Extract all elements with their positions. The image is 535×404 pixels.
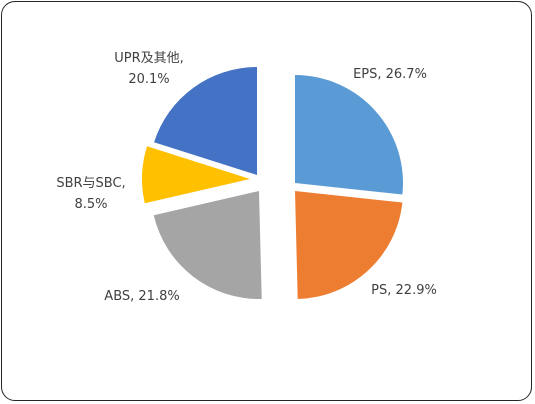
slice-label-3: ABS, 21.8% bbox=[104, 289, 179, 304]
pie-slice-3 bbox=[153, 191, 262, 300]
pie-slice-1 bbox=[295, 75, 403, 195]
pie-labels: EPS, 26.7% PS, 22.9% ABS, 21.8% SBR与SBC, 8.5… bbox=[56, 51, 437, 304]
pie-slice-2 bbox=[295, 191, 403, 299]
slice-label-2: PS, 22.9% bbox=[371, 283, 437, 298]
pie-slice-5 bbox=[154, 67, 257, 175]
slice-label-4: SBR与SBC, 8.5% bbox=[56, 176, 125, 212]
slice-label-1: EPS, 26.7% bbox=[353, 67, 427, 82]
pie-slices bbox=[141, 67, 403, 300]
pie-slice-4 bbox=[141, 146, 250, 204]
slice-label-5: UPR及其他, 20.1% bbox=[114, 51, 184, 87]
pie-chart: EPS, 26.7% PS, 22.9% ABS, 21.8% SBR与SBC, 8.5… bbox=[56, 51, 437, 304]
